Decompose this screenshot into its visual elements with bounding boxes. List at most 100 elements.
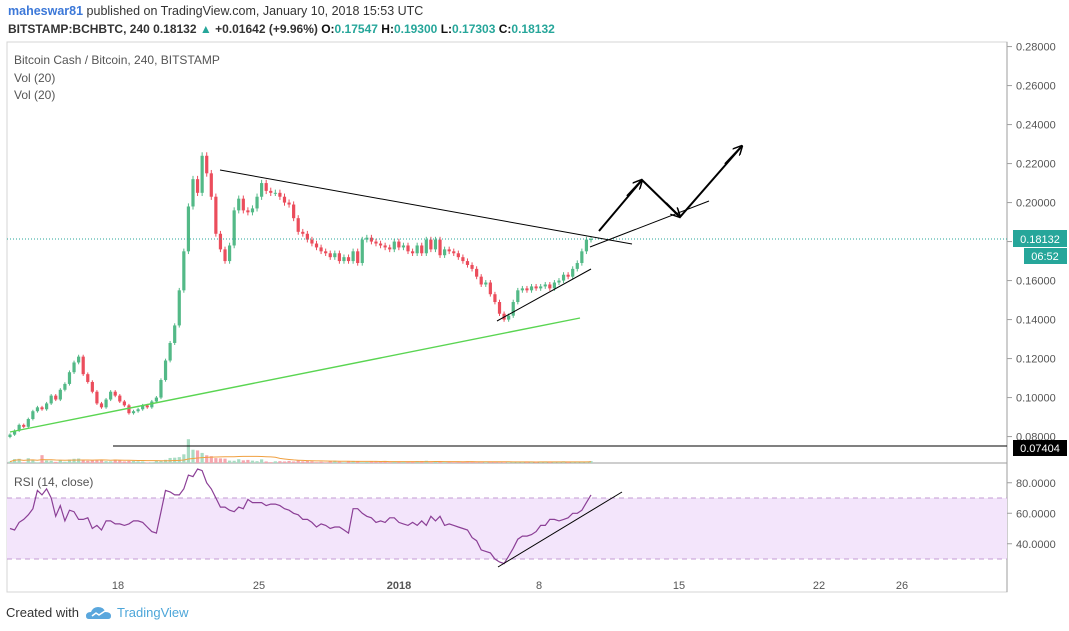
volume-bar	[90, 460, 94, 463]
up-arrow-icon: ▲	[199, 22, 212, 36]
candle-body	[539, 286, 543, 289]
chart-title: Bitcoin Cash / Bitcoin, 240, BITSTAMP	[14, 53, 220, 67]
candle-body	[356, 251, 360, 264]
time-tick-label-4: 15	[673, 580, 685, 592]
price-tick-label-8: 0.12000	[1016, 354, 1056, 366]
candle-body	[365, 237, 369, 240]
time-tick-label-5: 22	[813, 580, 825, 592]
volume-bar	[337, 461, 341, 463]
volume-bar	[159, 461, 163, 463]
arrow-head-1	[626, 180, 642, 197]
candle-body	[278, 192, 282, 197]
volume-bar	[529, 462, 534, 463]
candle-body	[241, 198, 245, 211]
volume-bar	[502, 462, 506, 463]
volume-bar	[67, 459, 72, 463]
candle-body	[246, 210, 250, 213]
volume-bar	[319, 461, 323, 463]
volume-bar	[296, 460, 300, 463]
candle-body	[195, 179, 200, 193]
rsi-trendline	[497, 491, 623, 568]
time-tick-label-3: 8	[536, 580, 542, 592]
candle-body	[470, 264, 474, 269]
volume-bar	[255, 461, 259, 463]
volume-bar	[314, 462, 319, 463]
resistance-trendline	[219, 169, 633, 245]
candle-body	[333, 253, 337, 258]
candle-body	[301, 231, 305, 234]
volume-bar	[278, 461, 282, 463]
candle-body	[589, 239, 593, 241]
volume-bar	[113, 459, 117, 463]
price-tick-label-6: 0.16000	[1016, 276, 1056, 288]
candle-body	[54, 395, 58, 400]
volume-bar	[264, 461, 268, 463]
time-tick-label-1: 25	[253, 580, 265, 592]
close-value: 0.18132	[511, 22, 555, 36]
volume-bar	[260, 459, 264, 463]
volume-bar	[86, 460, 90, 463]
volume-bar	[443, 462, 447, 463]
candle-body	[511, 302, 515, 316]
volume-bar	[452, 462, 456, 463]
volume-bar	[141, 461, 145, 463]
low-label: L:	[440, 22, 453, 36]
candle-body	[269, 190, 273, 193]
candle-body	[205, 155, 209, 174]
volume-bar	[401, 462, 406, 463]
volume-bar	[273, 461, 277, 463]
candle-body	[22, 424, 26, 427]
volume-bar	[191, 449, 195, 463]
tradingview-cloud-icon	[86, 607, 111, 619]
price-tick-label-9: 0.10000	[1016, 393, 1056, 405]
volume-bar	[145, 462, 149, 463]
volume-level-badge	[1013, 440, 1067, 456]
candle-body	[507, 315, 511, 320]
candle-body	[118, 395, 122, 402]
author-link[interactable]: maheswar81	[8, 4, 84, 18]
volume-bar	[447, 462, 451, 463]
candle-body	[31, 411, 35, 420]
volume-bar	[365, 462, 369, 463]
candle-body	[237, 198, 241, 211]
rsi-legend: RSI (14, close)	[14, 475, 93, 489]
candle-body	[255, 196, 259, 209]
candle-body	[154, 397, 158, 402]
volume-bar	[488, 462, 492, 463]
volume-bar	[77, 458, 81, 463]
candle-body	[191, 179, 195, 207]
candle-body	[127, 405, 131, 414]
arrow-head-2	[665, 202, 680, 217]
candle-body	[410, 251, 415, 254]
volume-ma-line	[9, 455, 592, 463]
candle-body	[383, 245, 387, 248]
candle-body	[433, 239, 438, 250]
candle-body	[90, 381, 94, 392]
publish-text: published on TradingView.com, January 10…	[86, 4, 424, 18]
candle-body	[109, 391, 113, 400]
volume-bar	[31, 459, 35, 463]
candle-body	[150, 401, 154, 408]
candle-body	[296, 218, 300, 232]
candle-body	[401, 245, 406, 248]
volume-bar	[154, 460, 158, 463]
tradingview-link[interactable]: TradingView	[117, 605, 189, 620]
volume-bar	[378, 461, 383, 463]
chart-area[interactable]: 0.280000.260000.240000.220000.200000.180…	[0, 40, 1069, 596]
volume-bar	[195, 450, 200, 463]
candle-body	[35, 407, 40, 412]
volume-bar	[8, 461, 12, 463]
volume-bar	[49, 460, 53, 463]
price-change: +0.01642 (+9.96%)	[215, 22, 318, 36]
candle-body	[104, 399, 108, 408]
open-value: 0.17547	[334, 22, 378, 36]
rsi-axis: 80.0000 60.0000 40.0000	[1007, 478, 1056, 551]
chart-header: maheswar81 published on TradingView.com,…	[0, 0, 1069, 42]
candle-body	[552, 282, 557, 289]
volume-bar	[433, 461, 438, 463]
candle-body	[369, 237, 374, 242]
price-tick-label-2: 0.24000	[1016, 120, 1056, 132]
rsi-tick-label-0: 80.0000	[1016, 478, 1056, 490]
volume-bar	[479, 462, 483, 463]
volume-level-text: 0.07404	[1020, 443, 1060, 455]
